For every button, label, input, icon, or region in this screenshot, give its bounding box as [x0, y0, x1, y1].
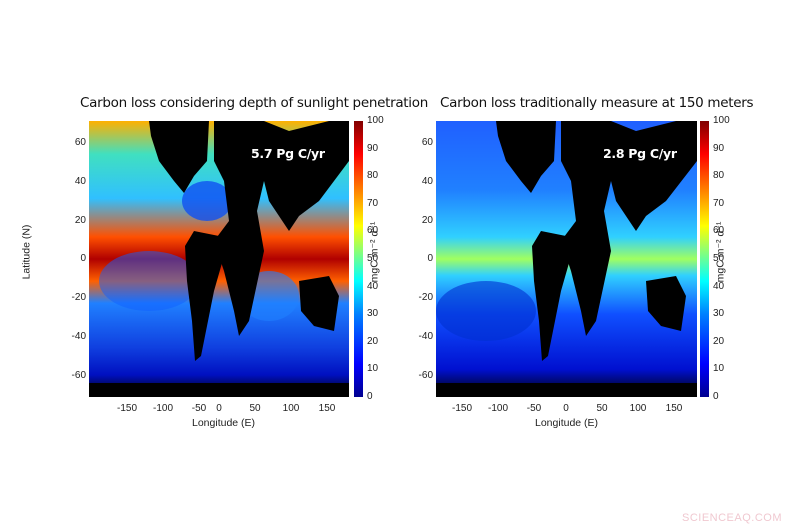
left-xtick: -100 — [152, 403, 173, 414]
right-ytick: -60 — [418, 370, 433, 381]
right-ytick: -40 — [418, 331, 433, 342]
right-cbar-tick: 50 — [713, 253, 725, 264]
left-cbar-tick: 100 — [367, 115, 384, 126]
right-cbar-tick: 90 — [713, 143, 725, 154]
left-cbar-tick: 50 — [367, 253, 379, 264]
left-colorbar-label: mgC m⁻² d⁻¹ — [367, 221, 380, 283]
right-heatmap: 2.8 Pg C/yr — [436, 121, 697, 397]
right-xtick: 100 — [629, 403, 647, 414]
left-ytick: 60 — [74, 137, 86, 148]
right-xtick: 50 — [596, 403, 608, 414]
right-cbar-tick: 60 — [713, 225, 725, 236]
left-ytick: -60 — [71, 370, 86, 381]
left-cbar-tick: 0 — [367, 391, 373, 402]
right-cbar-tick: 10 — [713, 363, 725, 374]
left-cbar-tick: 90 — [367, 143, 379, 154]
left-cbar-tick: 40 — [367, 281, 379, 292]
left-cbar-tick: 10 — [367, 363, 379, 374]
right-xtick: 150 — [665, 403, 683, 414]
left-xtick: 100 — [282, 403, 300, 414]
left-xaxis-label: Longitude (E) — [192, 417, 256, 429]
right-total-annotation: 2.8 Pg C/yr — [603, 146, 677, 161]
right-ytick: 60 — [421, 137, 433, 148]
left-xtick: 50 — [249, 403, 261, 414]
right-cbar-tick: 70 — [713, 198, 725, 209]
left-chart-title: Carbon loss considering depth of sunligh… — [80, 95, 428, 111]
left-xtick: 0 — [216, 403, 222, 414]
watermark: SCIENCEAQ.COM — [681, 512, 782, 524]
left-xtick: 150 — [318, 403, 336, 414]
right-ytick: 20 — [421, 215, 433, 226]
left-ytick: 0 — [80, 253, 86, 264]
left-cbar-tick: 60 — [367, 225, 379, 236]
right-xtick: 0 — [563, 403, 569, 414]
left-cbar-tick: 70 — [367, 198, 379, 209]
right-cbar-tick: 30 — [713, 308, 725, 319]
right-colorbar-label: mgC m⁻² d⁻¹ — [713, 221, 726, 283]
right-colorbar — [700, 121, 709, 397]
left-xtick: -150 — [116, 403, 137, 414]
left-ytick: -20 — [71, 292, 86, 303]
right-ytick: 40 — [421, 176, 433, 187]
left-cbar-tick: 30 — [367, 308, 379, 319]
left-xtick: -50 — [191, 403, 207, 414]
right-xtick: -50 — [526, 403, 542, 414]
right-cbar-tick: 20 — [713, 336, 725, 347]
right-xaxis-label: Longitude (E) — [535, 417, 599, 429]
left-ytick: -40 — [71, 331, 86, 342]
left-cbar-tick: 80 — [367, 170, 379, 181]
right-chart-title: Carbon loss traditionally measure at 150… — [440, 95, 754, 111]
right-cbar-tick: 100 — [713, 115, 730, 126]
left-ytick: 20 — [74, 215, 86, 226]
right-xtick: -150 — [451, 403, 472, 414]
right-cbar-tick: 40 — [713, 281, 725, 292]
left-heatmap: 5.7 Pg C/yr — [89, 121, 349, 397]
left-cbar-tick: 20 — [367, 336, 379, 347]
left-yaxis-label: Latitude (N) — [19, 224, 32, 280]
left-ytick: 40 — [74, 176, 86, 187]
right-cbar-tick: 80 — [713, 170, 725, 181]
left-total-annotation: 5.7 Pg C/yr — [251, 146, 325, 161]
left-colorbar — [354, 121, 363, 397]
right-ytick: -20 — [418, 292, 433, 303]
right-cbar-tick: 0 — [713, 391, 719, 402]
right-ytick: 0 — [427, 253, 433, 264]
right-xtick: -100 — [487, 403, 508, 414]
